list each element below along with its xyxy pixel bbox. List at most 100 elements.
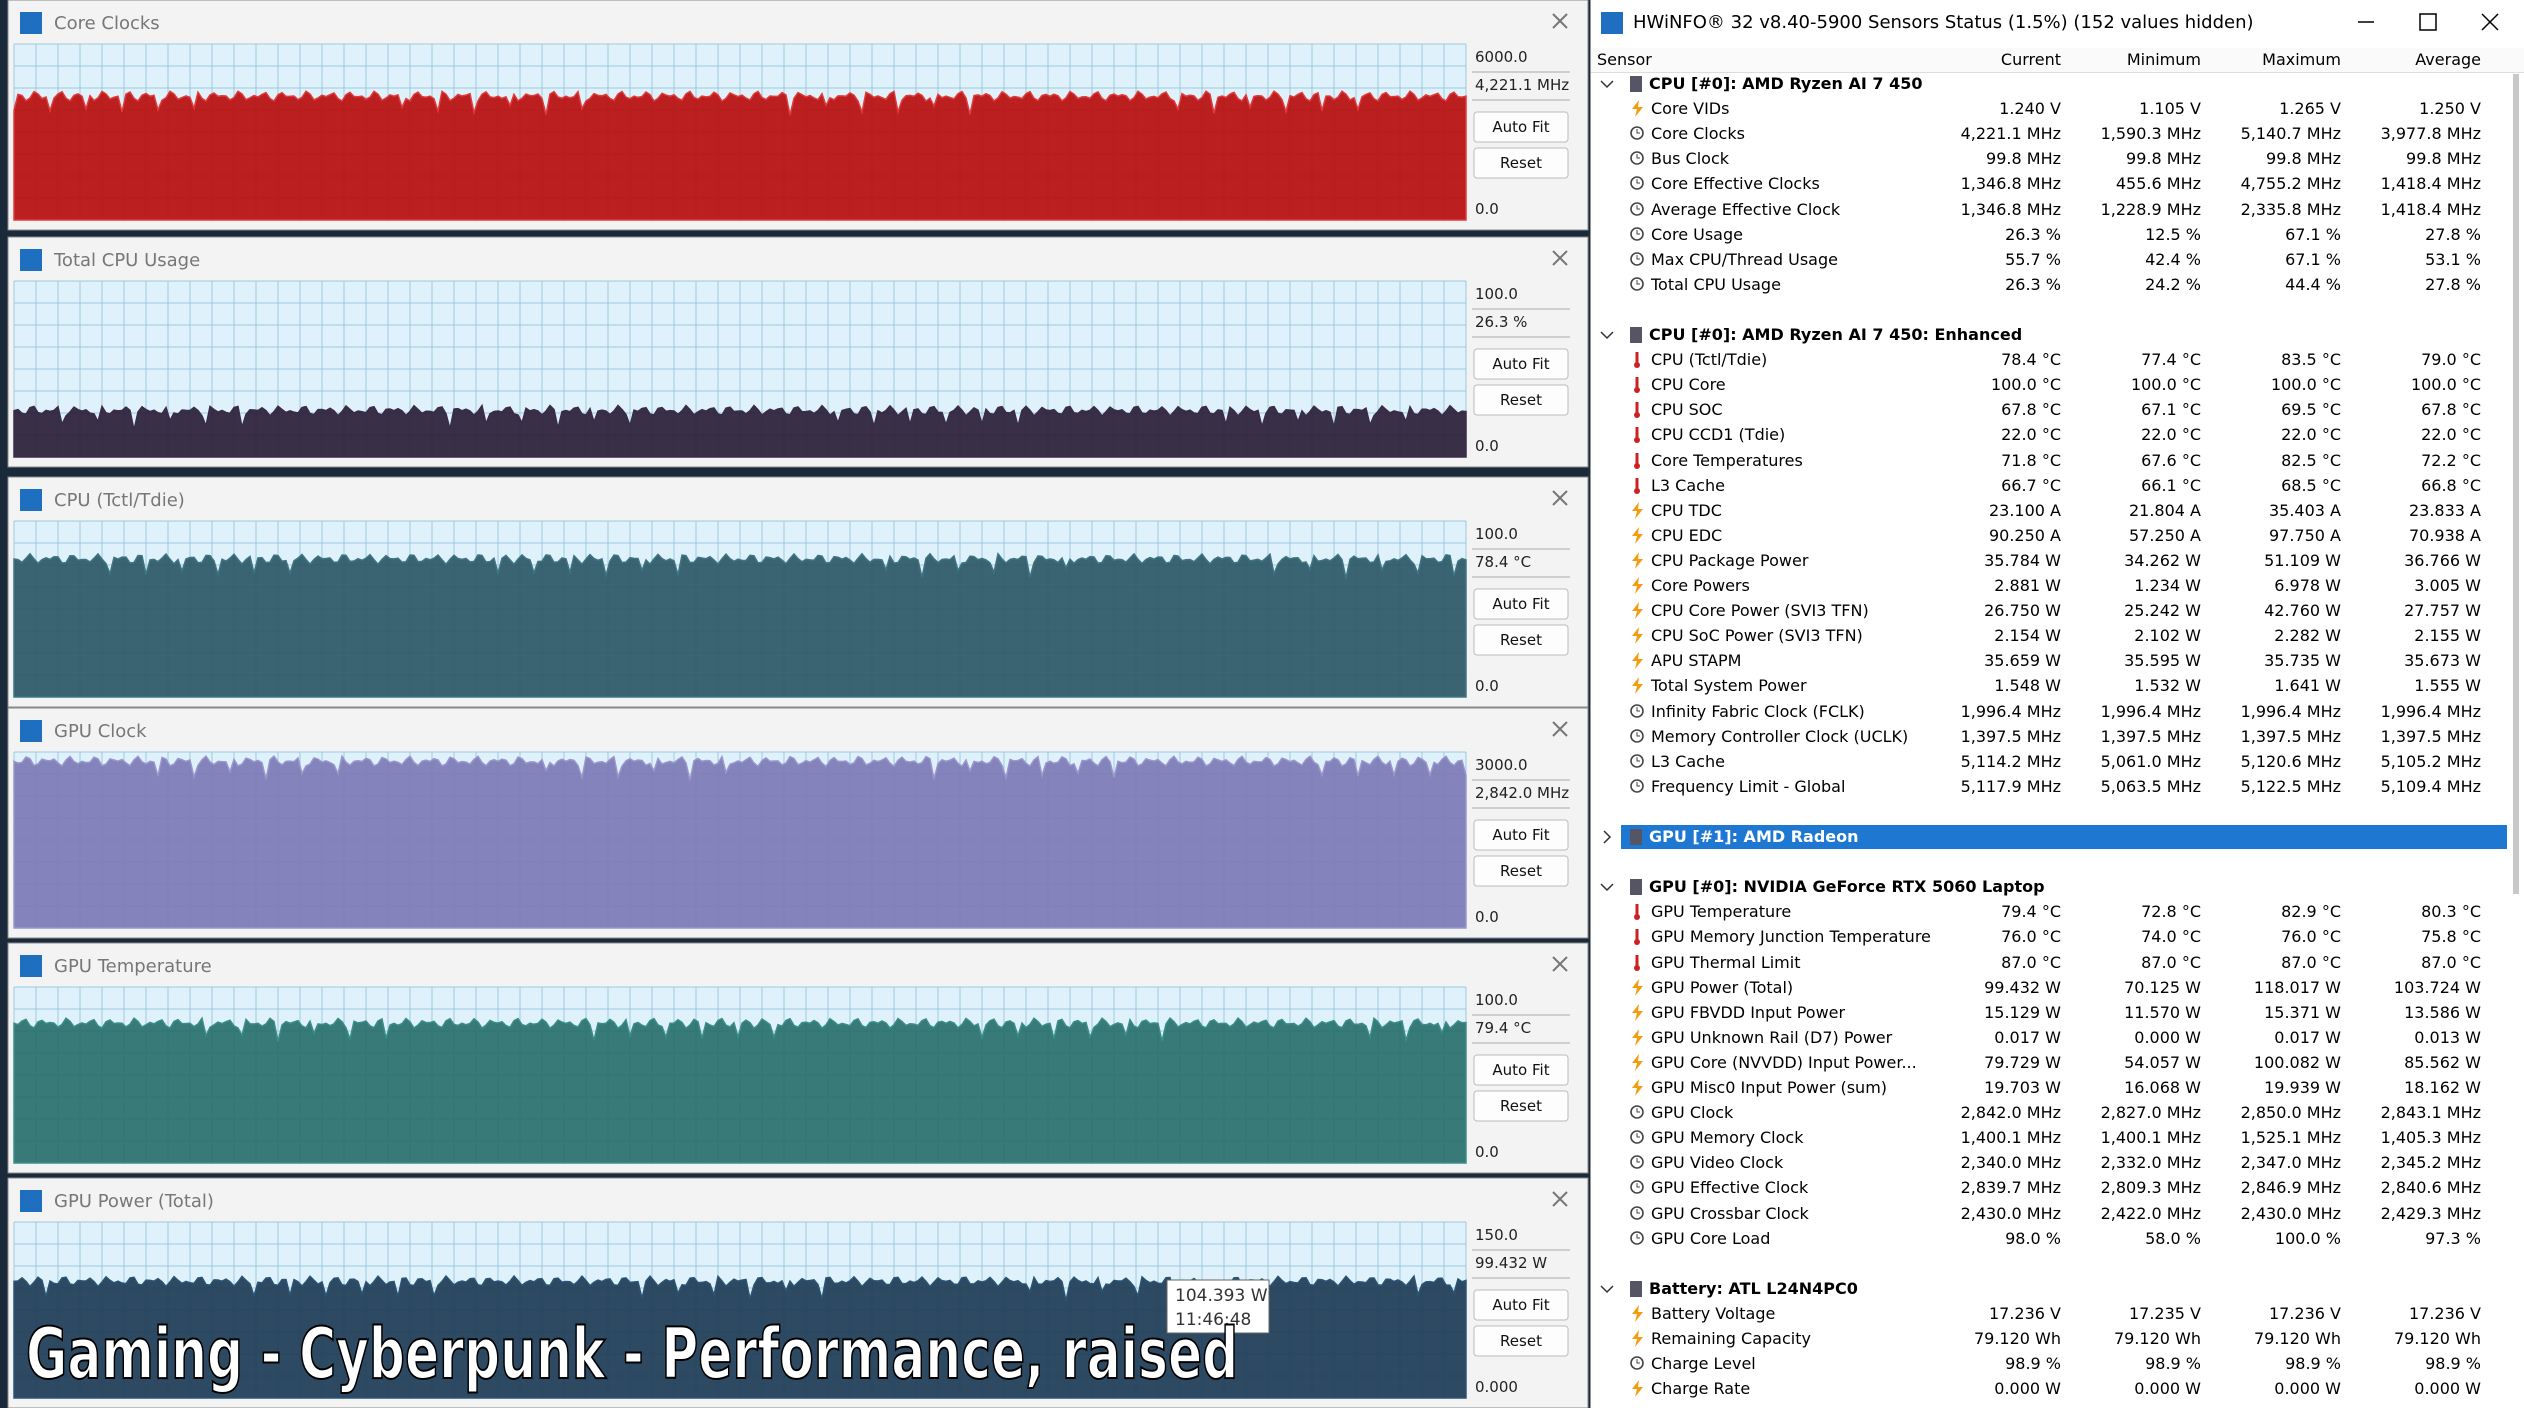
sensor-label[interactable]: CPU CCD1 (Tdie) xyxy=(1651,425,1786,445)
button[interactable] xyxy=(1473,1289,1569,1321)
sensor-value: 1.555 W xyxy=(2414,676,2481,696)
sensor-label[interactable]: CPU TDC xyxy=(1651,500,1722,520)
close-button[interactable] xyxy=(1552,250,1568,266)
button[interactable] xyxy=(1473,384,1569,416)
sensor-label[interactable]: Remaining Capacity xyxy=(1651,1329,1811,1348)
sensor-label[interactable]: Battery Voltage xyxy=(1651,1303,1776,1323)
sensor-label[interactable]: GPU Temperature xyxy=(1651,902,1792,922)
sensor-value: 100.0 °C xyxy=(2270,375,2341,395)
sensor-label[interactable]: CPU EDC xyxy=(1651,525,1723,545)
sensor-label[interactable]: CPU SoC Power (SVI3 TFN) xyxy=(1651,626,1863,646)
close-button[interactable] xyxy=(1552,1191,1568,1207)
group-name[interactable]: CPU [#0]: AMD Ryzen AI 7 450 xyxy=(1649,74,1923,93)
sensor-label[interactable]: Core Effective Clocks xyxy=(1651,174,1820,194)
sensor-label[interactable]: Core VIDs xyxy=(1651,99,1730,119)
sensor-label[interactable]: GPU Power (Total) xyxy=(1651,977,1794,997)
sensor-label[interactable]: L3 Cache xyxy=(1651,751,1725,771)
sensor-label[interactable]: L3 Cache xyxy=(1651,475,1725,495)
group-name[interactable]: CPU [#0]: AMD Ryzen AI 7 450: Enhanced xyxy=(1649,325,2023,344)
button[interactable] xyxy=(1473,819,1569,851)
button-label[interactable]: Reset xyxy=(1500,862,1542,880)
sensor-label[interactable]: Total CPU Usage xyxy=(1651,274,1781,294)
sensor-icon-shape xyxy=(1630,778,1644,793)
app-icon xyxy=(20,249,42,271)
button[interactable] xyxy=(1473,855,1569,887)
button-label[interactable]: Reset xyxy=(1500,631,1542,649)
button-label[interactable]: Auto Fit xyxy=(1492,1061,1549,1079)
sensor-icon xyxy=(1629,375,1645,399)
sensor-value: 27.757 W xyxy=(2404,601,2481,621)
sensor-label[interactable]: GPU Core (NVVDD) Input Power... xyxy=(1651,1052,1917,1072)
sensor-label[interactable]: GPU Thermal Limit xyxy=(1651,952,1801,972)
sensor-label[interactable]: GPU Video Clock xyxy=(1651,1153,1784,1173)
sensor-label[interactable]: GPU Clock xyxy=(1651,1103,1734,1123)
sensor-label[interactable]: CPU SOC xyxy=(1651,400,1723,420)
sensor-label[interactable]: Charge Level xyxy=(1651,1354,1756,1374)
sensor-label[interactable]: Total System Power xyxy=(1651,676,1807,696)
button-label[interactable]: Reset xyxy=(1500,1097,1542,1115)
sensor-value: 1,228.9 MHz xyxy=(2100,199,2201,219)
button-label[interactable]: Reset xyxy=(1500,154,1542,172)
sensor-label[interactable]: Memory Controller Clock (UCLK) xyxy=(1651,726,1909,746)
button-label[interactable]: Auto Fit xyxy=(1492,595,1549,613)
sensor-label[interactable]: Frequency Limit - Global xyxy=(1651,776,1846,796)
sensor-label[interactable]: Core Powers xyxy=(1651,576,1750,595)
sensor-label[interactable]: GPU Core Load xyxy=(1651,1228,1771,1248)
sensor-label[interactable]: Core Clocks xyxy=(1651,124,1745,144)
sensor-label[interactable]: CPU (Tctl/Tdie) xyxy=(1651,350,1768,370)
device-icon xyxy=(1629,1280,1643,1302)
sensor-label[interactable]: Max CPU/Thread Usage xyxy=(1651,249,1838,269)
sensor-value: 79.4 °C xyxy=(2001,902,2061,922)
sensor-label[interactable]: APU STAPM xyxy=(1651,651,1742,671)
close-button[interactable] xyxy=(1552,956,1568,972)
sensor-value: 1,397.5 MHz xyxy=(2240,726,2341,746)
sensor-value: 22.0 °C xyxy=(2001,425,2061,445)
button[interactable] xyxy=(1473,624,1569,656)
sensor-label[interactable]: CPU Core xyxy=(1651,375,1726,395)
sensor-label[interactable]: GPU Misc0 Input Power (sum) xyxy=(1651,1078,1888,1097)
sensor-label[interactable]: Average Effective Clock xyxy=(1651,199,1841,219)
sensor-value: 66.7 °C xyxy=(2001,475,2061,495)
close-button[interactable] xyxy=(1552,13,1568,29)
button-label[interactable]: Reset xyxy=(1500,1332,1542,1350)
sensor-icon xyxy=(1629,601,1645,625)
sensor-label[interactable]: CPU Package Power xyxy=(1651,550,1809,570)
sensor-label[interactable]: Core Temperatures xyxy=(1651,450,1803,470)
button-label[interactable]: Auto Fit xyxy=(1492,1296,1549,1314)
close-button[interactable] xyxy=(1552,490,1568,506)
sensor-label[interactable]: GPU Crossbar Clock xyxy=(1651,1203,1809,1223)
sensor-icon-shape xyxy=(1632,1380,1643,1398)
sensor-label[interactable]: GPU Memory Junction Temperature xyxy=(1651,927,1931,947)
sensor-label[interactable]: GPU Effective Clock xyxy=(1651,1178,1809,1198)
close-button[interactable] xyxy=(1552,721,1568,737)
sensor-value: 35.673 W xyxy=(2404,651,2481,671)
sensor-value: 26.3 % xyxy=(2005,274,2061,294)
sensor-label[interactable]: GPU Unknown Rail (D7) Power xyxy=(1651,1027,1893,1047)
group-name[interactable]: GPU [#1]: AMD Radeon xyxy=(1649,827,1859,846)
button-label[interactable]: Auto Fit xyxy=(1492,118,1549,136)
sensor-label[interactable]: GPU FBVDD Input Power xyxy=(1651,1002,1846,1022)
sensor-label[interactable]: CPU Core Power (SVI3 TFN) xyxy=(1651,601,1869,621)
sensor-icon xyxy=(1629,526,1645,550)
group-name[interactable]: Battery: ATL L24N4PC0 xyxy=(1649,1278,1858,1298)
graph-title: GPU Power (Total) xyxy=(54,1191,214,1212)
sensor-label[interactable]: Charge Rate xyxy=(1651,1379,1751,1399)
sensor-value: 2,843.1 MHz xyxy=(2380,1103,2481,1123)
group-name[interactable]: GPU [#0]: NVIDIA GeForce RTX 5060 Laptop xyxy=(1649,877,2045,897)
sensor-label[interactable]: Infinity Fabric Clock (FCLK) xyxy=(1651,701,1865,721)
sensor-label[interactable]: Core Usage xyxy=(1651,224,1743,244)
sensor-label[interactable]: GPU Memory Clock xyxy=(1651,1128,1804,1148)
button-label[interactable]: Auto Fit xyxy=(1492,355,1549,373)
selected-row xyxy=(1621,825,2507,849)
button[interactable] xyxy=(1473,348,1569,380)
button[interactable] xyxy=(1473,111,1569,143)
sensor-label[interactable]: Bus Clock xyxy=(1651,149,1730,169)
button[interactable] xyxy=(1473,1325,1569,1357)
button-label[interactable]: Auto Fit xyxy=(1492,826,1549,844)
graph-max: 100.0 xyxy=(1475,285,1518,303)
button[interactable] xyxy=(1473,1090,1569,1122)
button[interactable] xyxy=(1473,588,1569,620)
button[interactable] xyxy=(1473,1054,1569,1086)
button-label[interactable]: Reset xyxy=(1500,391,1542,409)
button[interactable] xyxy=(1473,147,1569,179)
